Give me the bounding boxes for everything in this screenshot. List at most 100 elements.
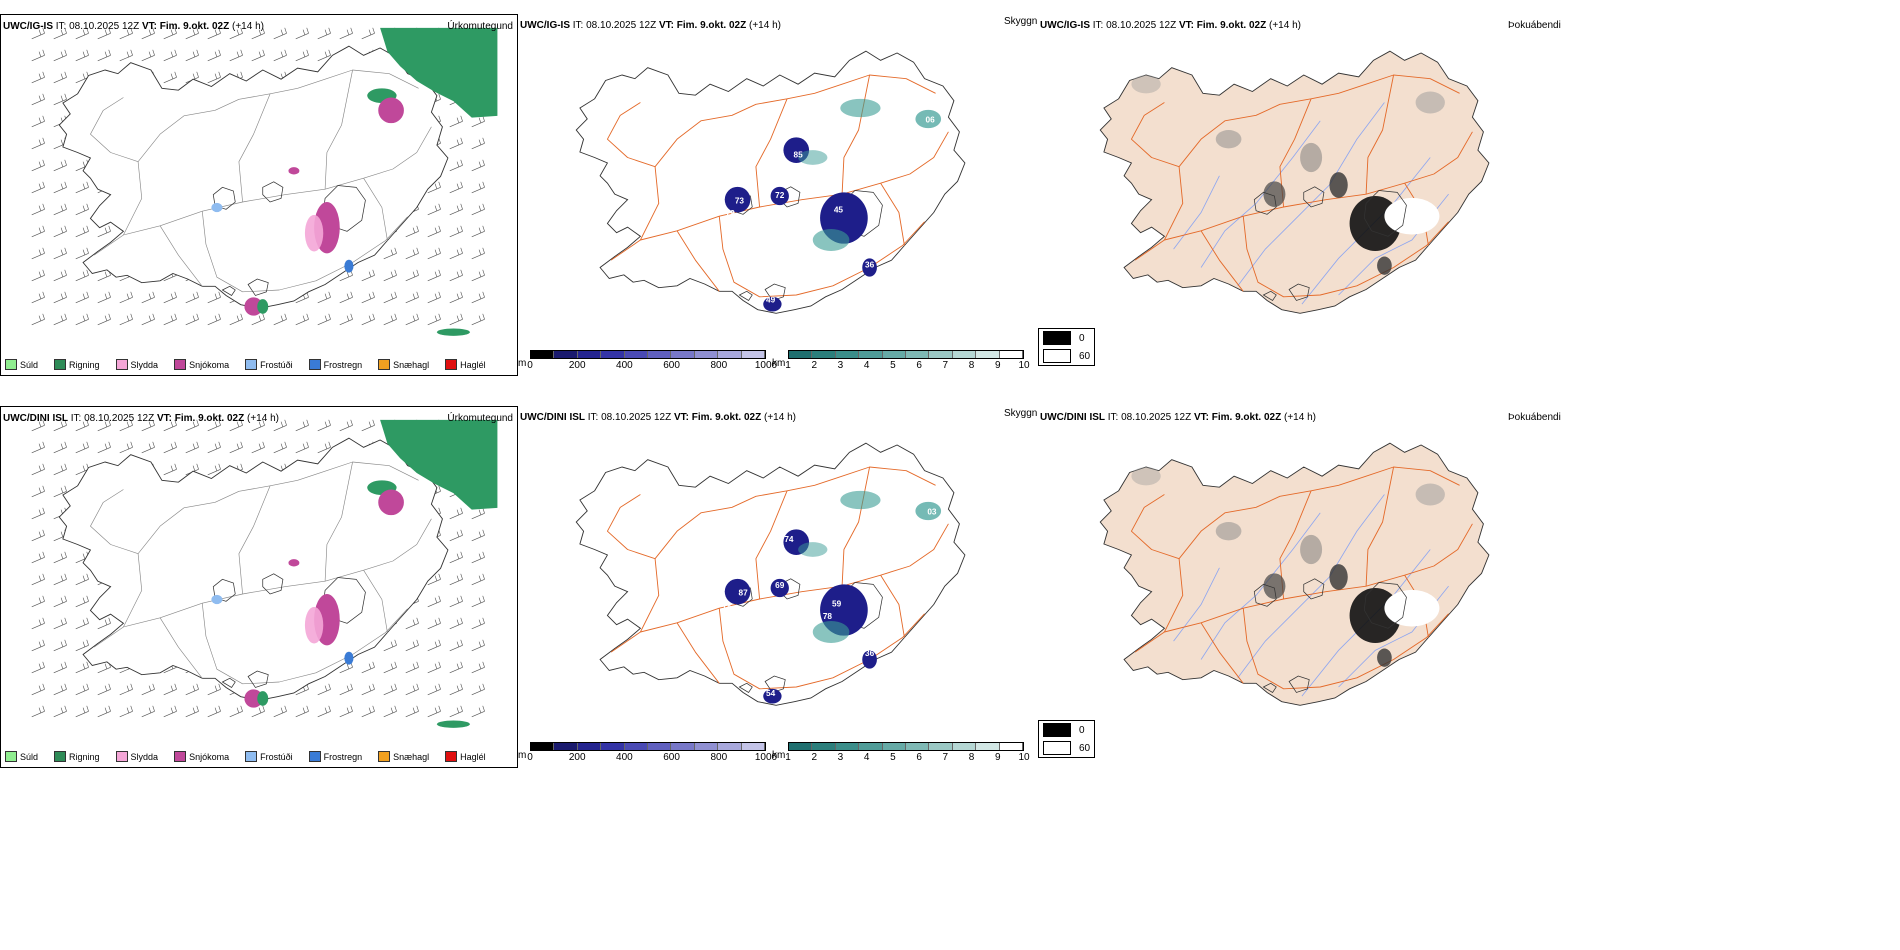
it-label: IT:	[572, 20, 584, 31]
run-header: UWC/DINI ISL IT: 08.10.2025 12Z VT: Fim.…	[520, 412, 796, 423]
fog-blob	[1377, 256, 1392, 275]
rain-patch-sea	[436, 720, 470, 728]
vis-area-e	[915, 109, 942, 129]
cloud-area-w	[724, 578, 751, 605]
it-value: 08.10.2025 12Z	[84, 413, 155, 424]
panel-title: Þokuábendi	[1508, 20, 1561, 31]
fog-legend-value: 0	[1079, 724, 1085, 736]
lead-time: (+14 h)	[1284, 412, 1316, 423]
colorbar-cell	[929, 351, 953, 358]
freezing-rain-patch	[344, 259, 354, 273]
legend-swatch	[54, 751, 67, 762]
legend-item: Rigning	[54, 751, 100, 762]
colorbar-cell	[906, 743, 930, 750]
legend-swatch	[308, 751, 321, 762]
vt-label: VT:	[1178, 20, 1194, 31]
fog-map	[1099, 442, 1490, 706]
colorbar-tick: 5	[890, 752, 896, 763]
legend-swatch	[378, 751, 391, 762]
panel-title: Skyggni	[1004, 16, 1038, 27]
rain-patch-south	[257, 691, 269, 706]
cloudbase-label: 72	[775, 191, 785, 200]
colorbar-tick: 1000	[754, 752, 778, 763]
colorbar-cell	[694, 743, 719, 750]
model-name: UWC/IG-IS	[1040, 20, 1090, 31]
cloudbase-map: 85 73 79 72 45 36 49 28 06 24 54	[575, 50, 966, 314]
legend-label: Haglél	[460, 751, 486, 762]
precip-map	[31, 419, 498, 728]
fog-legend: 0 60	[1038, 328, 1096, 366]
it-label: IT:	[1092, 20, 1104, 31]
colorbar-cell	[554, 351, 578, 358]
vt-value: Fim. 9.okt. 02Z	[676, 20, 747, 31]
legend-item: Slydda	[115, 359, 158, 370]
fog-legend-swatch	[1043, 331, 1071, 345]
cloudbase-label: 74	[784, 535, 794, 544]
legend-item: Frostúði	[245, 751, 293, 762]
fog-map	[1099, 50, 1490, 314]
cloudbase-label: 24	[850, 171, 860, 180]
cloudbase-colorbar: m 0 200 400 600 800 1000	[518, 742, 777, 763]
run-header: UWC/IG-IS IT: 08.10.2025 12Z VT: Fim. 9.…	[1040, 20, 1301, 31]
cloudbase-map: 74 87 14 69 59 78 36 54 78 03 96	[575, 442, 966, 706]
colorbar-tick: 800	[710, 360, 728, 371]
legend-item: Frostregn	[308, 359, 363, 370]
visibility-colorbar: km 1 2 3 4 5 6 7 8 9 10	[772, 350, 1030, 371]
fog-legend-row: 0	[1039, 721, 1094, 739]
fog-legend-value: 0	[1079, 332, 1085, 344]
cloudbase-label: 73	[735, 196, 745, 205]
legend-label: Frostregn	[323, 751, 363, 762]
colorbar-cell	[577, 351, 602, 358]
lead-time: (+14 h)	[764, 412, 796, 423]
legend-swatch	[174, 359, 187, 370]
vt-value: Fim. 9.okt. 02Z	[1211, 412, 1282, 423]
model-name: UWC/DINI ISL	[3, 413, 68, 424]
colorbar-tick: 7	[942, 752, 949, 763]
vt-label: VT:	[1193, 412, 1209, 423]
fog-legend-swatch	[1043, 741, 1071, 755]
cloudbase-label: 78	[823, 612, 833, 621]
run-header: UWC/IG-IS IT: 08.10.2025 12Z VT: Fim. 9.…	[520, 20, 781, 31]
fog-legend-row: 60	[1039, 347, 1094, 365]
it-value: 08.10.2025 12Z	[586, 20, 657, 31]
cloudbase-labels: 85 73 79 72 45 36 49 28 06 24 54	[726, 86, 935, 304]
colorbar-cell	[601, 743, 625, 750]
road-network	[1130, 466, 1473, 690]
legend-label: Snæhagl	[393, 359, 430, 370]
model-name: UWC/IG-IS	[3, 21, 53, 32]
colorbar-tick: 1000	[754, 360, 778, 371]
road-network	[90, 461, 432, 685]
colorbar-cell	[906, 351, 930, 358]
vt-value: Fim. 9.okt. 02Z	[174, 413, 245, 424]
legend-label: Snæhagl	[393, 751, 430, 762]
colorbar-cell	[531, 351, 555, 358]
cloudbase-label: 49	[766, 295, 776, 304]
panel-title: Skyggni	[1004, 408, 1038, 419]
fog-blob	[1329, 564, 1348, 590]
freezing-drizzle-patch	[211, 202, 223, 213]
colorbar-tick: 3	[837, 360, 844, 371]
visibility-colorbar: km 1 2 3 4 5 6 7 8 9 10	[772, 742, 1030, 763]
legend-swatch	[5, 751, 17, 762]
cloudbase-label: 59	[832, 599, 842, 608]
colorbar-cell	[718, 743, 742, 750]
snow-patch-small	[288, 559, 300, 567]
colorbar-cell	[999, 351, 1024, 358]
legend-item: Súld	[5, 359, 38, 370]
colorbar-cell	[835, 743, 860, 750]
fog-blob	[1300, 534, 1323, 565]
colorbar-tick: 9	[994, 752, 1001, 763]
it-value: 08.10.2025 12Z	[1121, 412, 1192, 423]
fog-legend-swatch	[1043, 723, 1071, 737]
cloudbase-label: 54	[766, 689, 776, 698]
sleet-patch	[304, 214, 324, 252]
legend-swatch	[445, 751, 458, 762]
fog-field	[1131, 75, 1445, 275]
fog-legend-value: 60	[1079, 742, 1091, 754]
colorbar-tick: 200	[568, 752, 586, 763]
legend-swatch	[174, 751, 187, 762]
legend-label: Frostregn	[323, 359, 363, 370]
cloud-area-se	[862, 258, 877, 277]
legend-item: Snjókoma	[174, 751, 229, 762]
fog-legend-row: 60	[1039, 739, 1094, 757]
